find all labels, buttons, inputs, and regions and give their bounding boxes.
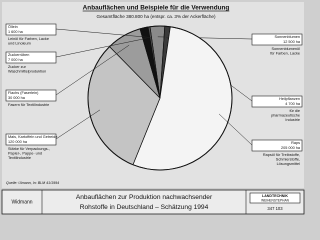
value-label: 4 700 ha [285,102,301,106]
label-box [5,51,57,64]
leader-line [55,28,151,38]
usage-text: Fasern für Textilindustrie [8,103,49,107]
category-label: Mais, Kartoffeln und Getreide [8,135,57,139]
value-label: 120 000 ha [8,140,28,144]
label-box [251,95,303,108]
leader-line [55,109,101,140]
value-label: 205 000 ha [281,146,301,150]
logo-text: WEIHENSTEPHAN [261,198,290,202]
category-label: Sonnenblumen [274,35,300,39]
usage-text: pharmazeutische [271,114,300,118]
value-label: 7 000 ha [8,58,24,62]
usage-text: Rapsöl für Treibstoffe, [263,153,300,157]
usage-text: Papier-, Pappe- und [8,152,42,156]
category-label: Zuckerrüben [8,53,29,57]
usage-text: und Linoleum [8,42,31,46]
usage-text: Schmierstoffe, [276,158,300,162]
footer-title: Rohstoffe in Deutschland – Schätzung 199… [80,204,209,211]
logo-text: LANDTECHNIK [262,194,288,198]
leader-line [55,38,147,58]
label-box [5,89,57,102]
chart-subtitle: Gesamtfläche 380.800 ha (entspr. ca. 3% … [97,14,216,19]
label-box [5,23,57,36]
footer-title: Anbauflächen zur Produktion nachwachsend… [76,194,213,201]
value-label: 1 600 ha [8,30,24,34]
logo [249,192,301,204]
usage-text: Lösungsmittel [277,162,301,166]
footer-code: 347 103 [267,206,283,211]
usage-text: Industrie [285,118,300,122]
chart-title: Anbauflächen und Beispiele für die Verwe… [83,5,230,12]
usage-text: Textilindustrie [8,156,31,160]
usage-text: für die [289,109,300,113]
usage-text: für Farben, Lacke [270,52,300,56]
pie-outline [87,25,233,171]
footer-author: Widmann [11,199,32,205]
label-box [5,133,57,146]
label-box [251,33,303,46]
usage-text: Stärke für Verpackungs-, [8,147,50,151]
category-label: Raps [291,141,300,145]
category-label: Flachs (Faserlein) [8,91,39,95]
leader-line [55,44,130,96]
source: Quelle: Ulmann, In: BLM 41/1994 [6,181,59,185]
value-label: 30 000 ha [8,96,26,100]
value-label: 12 500 ha [283,40,301,44]
usage-text: Leinöl für Farben, Lacke [8,37,49,41]
category-label: Öllein [8,25,18,29]
usage-text: Zucker zur [8,65,27,69]
leader-line [218,113,253,146]
poster: Anbauflächen und Beispiele für die Verwe… [0,0,306,216]
usage-text: Waschmittelproduktion [8,70,46,74]
category-label: Heilpflanzen [279,97,300,101]
usage-text: Sonnenblumenöl [272,47,301,51]
label-box [251,139,303,152]
